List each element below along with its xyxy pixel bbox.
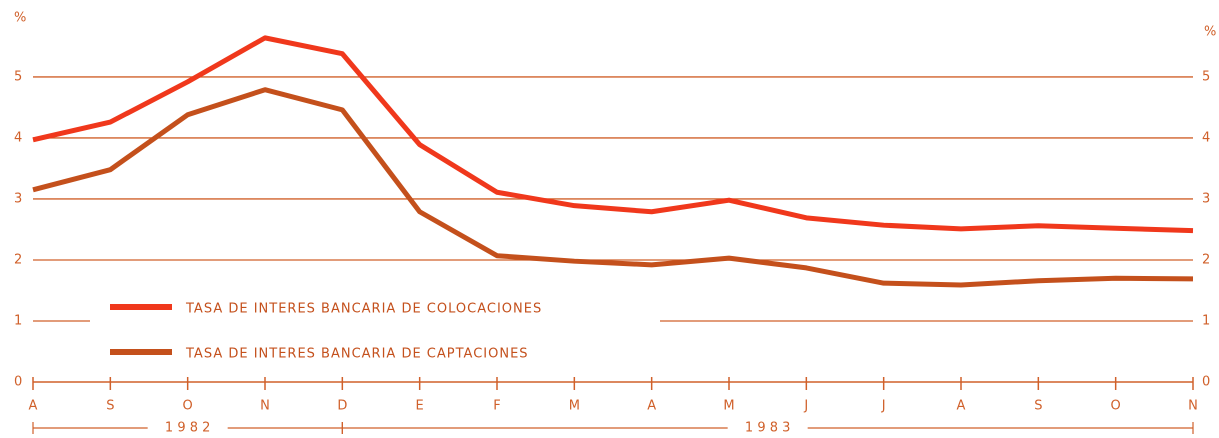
x-tick-label: A xyxy=(957,399,966,414)
x-tick-label: F xyxy=(493,399,500,414)
x-tick-label: D xyxy=(337,399,347,414)
legend-label: TASA DE INTERES BANCARIA DE COLOCACIONES xyxy=(185,302,542,317)
x-tick-label: J xyxy=(803,399,808,414)
series-line xyxy=(32,87,1194,288)
legend-label: TASA DE INTERES BANCARIA DE CAPTACIONES xyxy=(185,347,529,362)
x-tick-label: A xyxy=(647,399,656,414)
x-tick-label: M xyxy=(569,399,580,414)
x-tick-label: M xyxy=(723,399,734,414)
y-tick-label: 1 xyxy=(1202,313,1210,328)
year-label-bg xyxy=(727,420,808,436)
y-tick-label: 0 xyxy=(14,375,22,390)
year-label: 1 9 8 3 xyxy=(745,421,790,436)
y-tick-label: 0 xyxy=(1202,375,1210,390)
x-tick-label: J xyxy=(881,399,886,414)
y-tick-label: 3 xyxy=(1202,191,1210,206)
y-tick-label: 5 xyxy=(1202,69,1210,84)
x-tick-label: E xyxy=(416,399,424,414)
y-tick-label: 2 xyxy=(14,252,22,267)
y-tick-label: 4 xyxy=(14,130,22,145)
x-tick-label: A xyxy=(29,399,38,414)
y-tick-label: 3 xyxy=(14,191,22,206)
series-line xyxy=(32,35,1194,234)
x-tick-label: O xyxy=(1111,399,1121,414)
x-tick-label: S xyxy=(1034,399,1042,414)
y-tick-label: 5 xyxy=(14,69,22,84)
y-tick-label: 4 xyxy=(1202,130,1210,145)
x-tick-label: O xyxy=(183,399,193,414)
x-tick-label: S xyxy=(106,399,114,414)
x-tick-label: N xyxy=(260,399,270,414)
year-label: 1 9 8 2 xyxy=(165,421,210,436)
legend-bg xyxy=(90,288,660,368)
y-tick-label: 1 xyxy=(14,313,22,328)
y-unit-left: % xyxy=(14,11,26,26)
y-unit-right: % xyxy=(1204,25,1216,40)
y-tick-label: 2 xyxy=(1202,252,1210,267)
x-tick-label: N xyxy=(1188,399,1198,414)
year-label-bg xyxy=(147,420,228,436)
